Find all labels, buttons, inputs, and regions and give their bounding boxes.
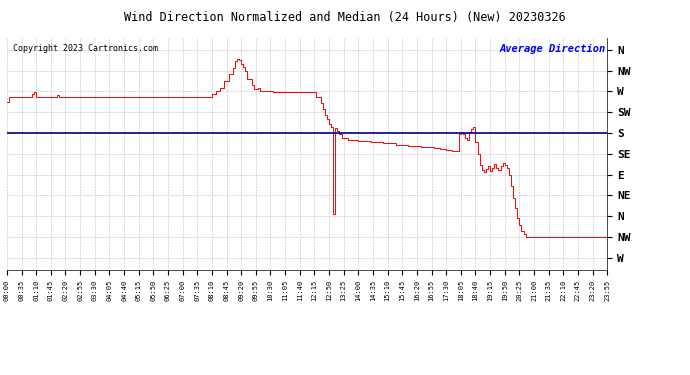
Text: Copyright 2023 Cartronics.com: Copyright 2023 Cartronics.com bbox=[13, 45, 158, 54]
Text: Average Direction: Average Direction bbox=[499, 45, 605, 54]
Text: Wind Direction Normalized and Median (24 Hours) (New) 20230326: Wind Direction Normalized and Median (24… bbox=[124, 11, 566, 24]
